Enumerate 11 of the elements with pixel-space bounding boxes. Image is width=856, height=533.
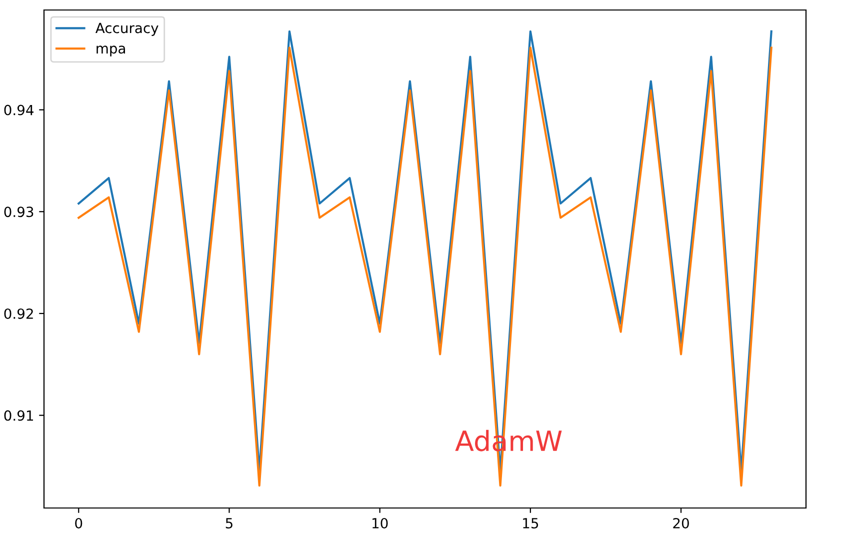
- y-tick-label: 0.91: [4, 410, 33, 421]
- x-tick-label: 0: [75, 518, 82, 528]
- y-tick-label: 0.93: [4, 206, 34, 218]
- y-tick-label: 0.94: [4, 104, 34, 116]
- x-tick-label: 20: [673, 518, 689, 528]
- x-tick-label: 10: [372, 518, 388, 528]
- y-tick-label: 0.92: [4, 308, 33, 319]
- x-tick-label: 5: [226, 518, 232, 528]
- legend-label: Accuracy: [95, 22, 158, 36]
- x-tick-label: 15: [523, 518, 538, 528]
- legend-label: mpa: [96, 46, 125, 56]
